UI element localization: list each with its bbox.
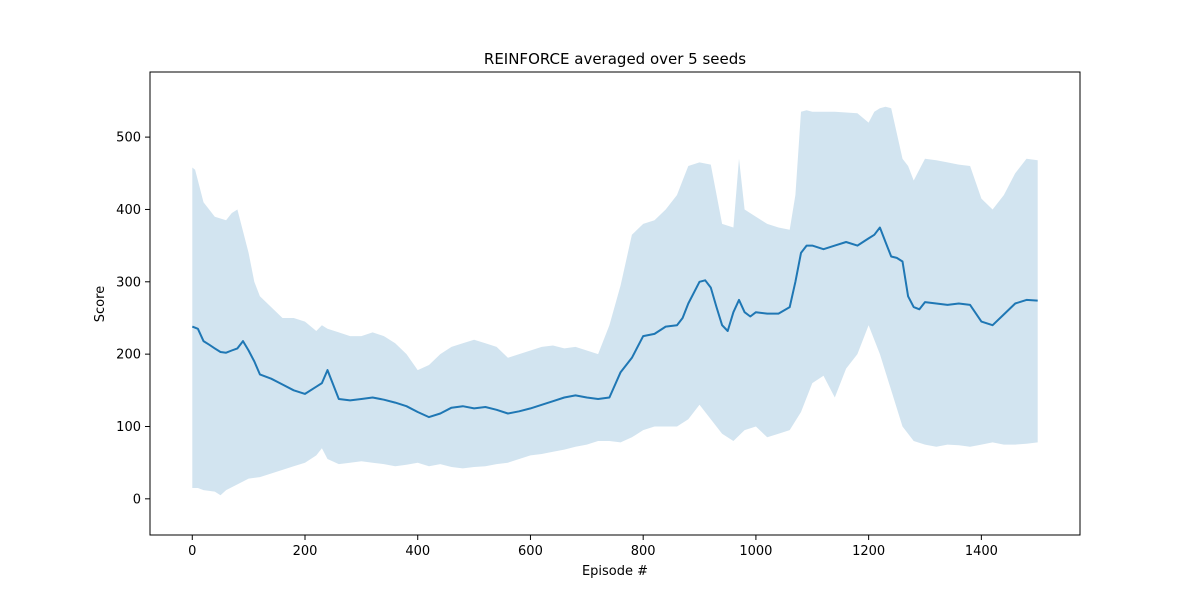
plot-area bbox=[191, 106, 1038, 496]
mean-score-line bbox=[191, 226, 1038, 419]
x-tick-label: 1200 bbox=[852, 544, 885, 559]
y-axis-ticks: 0 100 200 300 400 500 bbox=[116, 131, 150, 507]
x-tick-label: 200 bbox=[293, 544, 318, 559]
x-tick-label: 800 bbox=[631, 544, 656, 559]
y-tick-label: 200 bbox=[116, 348, 141, 363]
plot-frame bbox=[149, 71, 1081, 536]
x-axis-ticks: 0 200 400 600 800 1000 1200 1400 bbox=[188, 535, 998, 559]
x-tick-label: 1400 bbox=[965, 544, 998, 559]
x-axis-title: Episode # bbox=[582, 564, 648, 579]
chart-title: REINFORCE averaged over 5 seeds bbox=[484, 50, 746, 68]
y-tick-label: 400 bbox=[116, 203, 141, 218]
y-tick-label: 0 bbox=[133, 492, 141, 507]
y-tick-label: 500 bbox=[116, 131, 141, 146]
x-tick-label: 0 bbox=[188, 544, 196, 559]
score-range-band bbox=[192, 106, 1038, 496]
x-tick-label: 600 bbox=[518, 544, 543, 559]
y-tick-label: 100 bbox=[116, 420, 141, 435]
x-tick-label: 400 bbox=[405, 544, 430, 559]
x-tick-label: 1000 bbox=[739, 544, 772, 559]
y-axis-title: Score bbox=[93, 286, 108, 322]
y-tick-label: 300 bbox=[116, 275, 141, 290]
